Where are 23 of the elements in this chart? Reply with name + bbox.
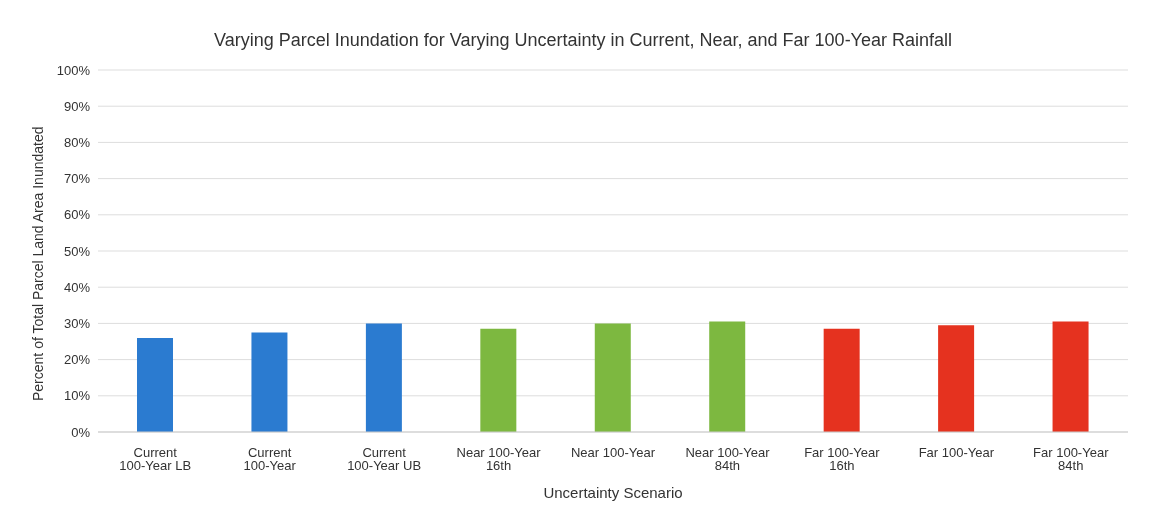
chart-title: Varying Parcel Inundation for Varying Uncertainty in Current, Near, and Far 100-Year Rainfall [212, 29, 954, 52]
x-tick-label: Far 100-Year [918, 445, 995, 461]
y-tick-label: 70% [63, 171, 91, 187]
y-tick-label: 0% [71, 424, 91, 440]
y-tick-label: 50% [63, 243, 91, 259]
y-tick-label: 40% [63, 279, 91, 295]
y-tick-label: 100% [56, 62, 91, 78]
x-tick-label: Far 100-Year 16th [804, 445, 881, 474]
x-tick-label: Current 100-Year LB [119, 445, 192, 474]
x-tick-label: Near 100-Year 16th [456, 445, 542, 474]
x-tick-label: Near 100-Year [570, 445, 656, 461]
y-tick-label: 80% [63, 135, 91, 151]
x-tick-label: Near 100-Year 84th [685, 445, 771, 474]
x-axis-title: Uncertainty Scenario [543, 484, 683, 501]
y-tick-label: 60% [63, 207, 91, 223]
y-tick-label: 10% [63, 388, 91, 404]
x-tick-label: Far 100-Year 84th [1033, 445, 1110, 474]
x-tick-label: Current 100-Year [243, 445, 297, 474]
y-tick-label: 20% [63, 352, 91, 368]
y-tick-label: 90% [63, 98, 91, 114]
y-tick-label: 30% [63, 316, 91, 332]
x-tick-label: Current 100-Year UB [347, 445, 422, 474]
y-axis-title: Percent of Total Parcel Land Area Inundated [29, 126, 46, 401]
